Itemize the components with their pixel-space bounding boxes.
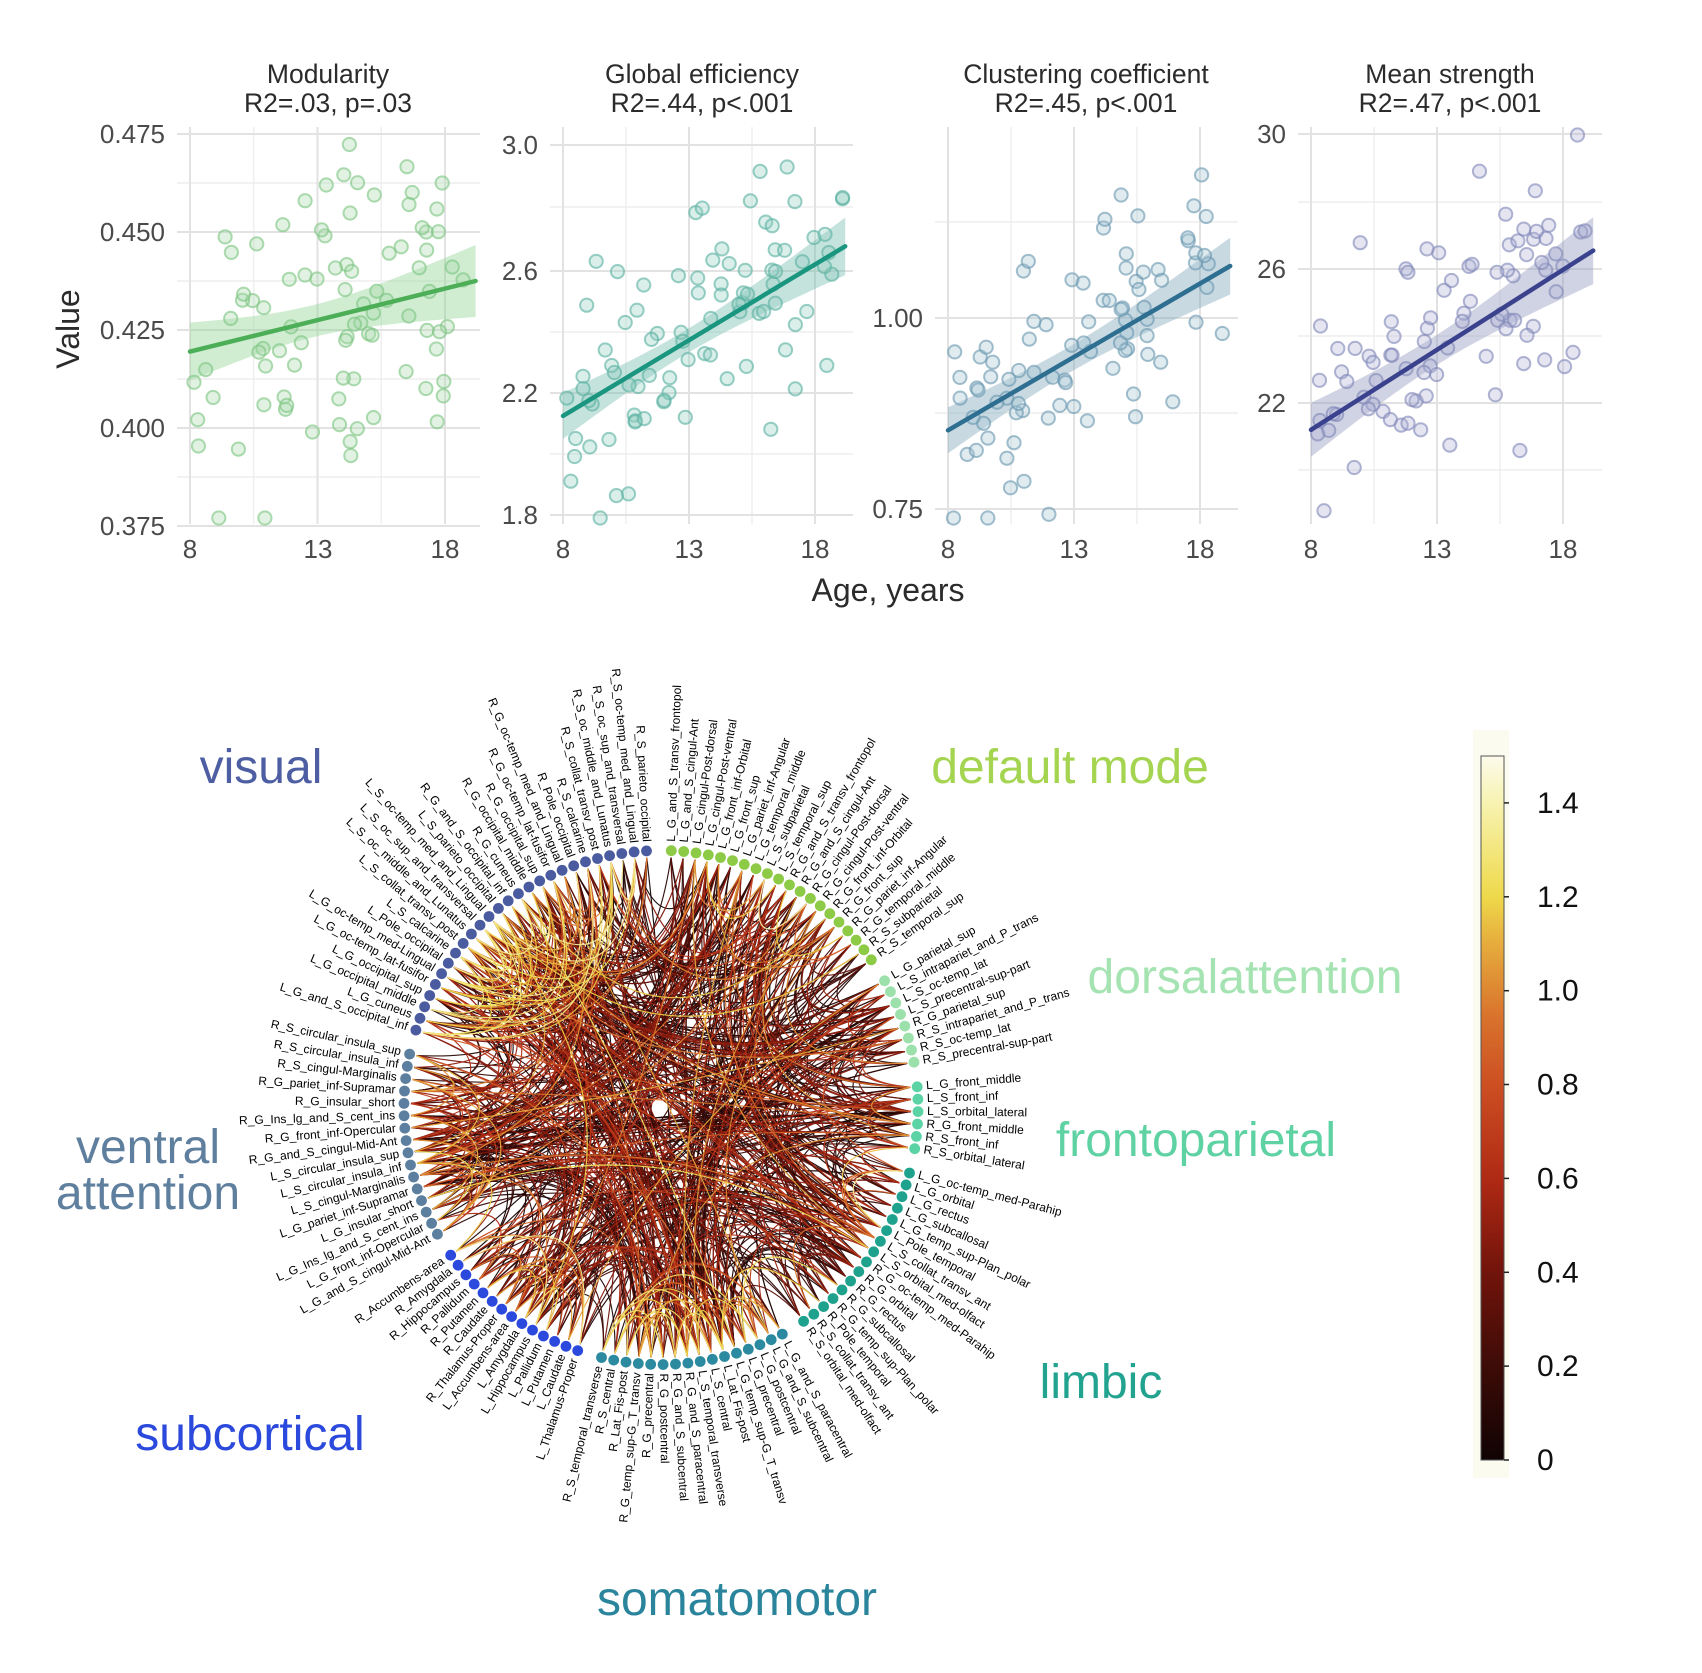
svg-text:13: 13 (1060, 534, 1089, 564)
svg-text:13: 13 (304, 534, 333, 564)
svg-text:dorsalattention: dorsalattention (1088, 951, 1403, 1004)
svg-text:0.450: 0.450 (100, 217, 165, 247)
svg-text:Modularity: Modularity (267, 59, 390, 89)
svg-text:R_S_parieto_occipital: R_S_parieto_occipital (633, 725, 653, 842)
svg-text:13: 13 (675, 534, 704, 564)
svg-text:R2=.03, p=.03: R2=.03, p=.03 (244, 88, 412, 118)
svg-text:8: 8 (183, 534, 197, 564)
svg-text:subcortical: subcortical (135, 1408, 364, 1461)
svg-text:R_G_precentral: R_G_precentral (639, 1373, 656, 1458)
svg-text:Global efficiency: Global efficiency (605, 59, 800, 89)
svg-text:L_G_and_S_transv_frontopol: L_G_and_S_transv_frontopol (664, 685, 684, 842)
svg-text:Value: Value (50, 289, 86, 368)
svg-text:ventral: ventral (76, 1121, 220, 1174)
svg-text:0.75: 0.75 (872, 494, 923, 524)
svg-text:0.400: 0.400 (100, 413, 165, 443)
svg-text:limbic: limbic (1040, 1356, 1163, 1409)
svg-text:1.00: 1.00 (872, 303, 923, 333)
svg-text:26: 26 (1257, 254, 1286, 284)
svg-text:0.425: 0.425 (100, 315, 165, 345)
svg-text:2.6: 2.6 (502, 256, 538, 286)
svg-text:visual: visual (200, 741, 323, 794)
svg-text:0.375: 0.375 (100, 511, 165, 541)
svg-text:18: 18 (1549, 534, 1578, 564)
svg-text:18: 18 (801, 534, 830, 564)
svg-text:18: 18 (431, 534, 460, 564)
svg-text:R_G_insular_short: R_G_insular_short (295, 1094, 396, 1110)
svg-text:0.475: 0.475 (100, 119, 165, 149)
svg-text:somatomotor: somatomotor (597, 1573, 877, 1626)
svg-text:L_S_front_inf: L_S_front_inf (927, 1089, 999, 1105)
svg-text:Mean strength: Mean strength (1365, 59, 1534, 89)
svg-text:8: 8 (941, 534, 955, 564)
svg-text:8: 8 (556, 534, 570, 564)
svg-text:R2=.45, p<.001: R2=.45, p<.001 (995, 88, 1178, 118)
svg-text:R_G_Ins_lg_and_S_cent_ins: R_G_Ins_lg_and_S_cent_ins (239, 1108, 396, 1127)
svg-text:1.0: 1.0 (1537, 975, 1579, 1008)
svg-text:R2=.47, p<.001: R2=.47, p<.001 (1359, 88, 1542, 118)
svg-text:0: 0 (1537, 1444, 1554, 1477)
svg-text:18: 18 (1186, 534, 1215, 564)
svg-text:0.4: 0.4 (1537, 1256, 1579, 1289)
svg-text:0.2: 0.2 (1537, 1350, 1579, 1383)
svg-text:3.0: 3.0 (502, 130, 538, 160)
svg-text:1.8: 1.8 (502, 500, 538, 530)
svg-text:attention: attention (56, 1167, 240, 1220)
svg-text:R2=.44, p<.001: R2=.44, p<.001 (611, 88, 794, 118)
svg-text:Age, years: Age, years (812, 572, 965, 608)
svg-text:22: 22 (1257, 388, 1286, 418)
svg-text:1.4: 1.4 (1537, 787, 1579, 820)
svg-text:2.2: 2.2 (502, 378, 538, 408)
svg-text:13: 13 (1423, 534, 1452, 564)
svg-text:frontoparietal: frontoparietal (1056, 1114, 1336, 1167)
svg-text:8: 8 (1304, 534, 1318, 564)
svg-text:Clustering coefficient: Clustering coefficient (963, 59, 1209, 89)
svg-text:R_G_postcentral: R_G_postcentral (657, 1373, 672, 1463)
svg-text:default mode: default mode (931, 741, 1209, 794)
svg-text:L_S_orbital_lateral: L_S_orbital_lateral (927, 1104, 1027, 1120)
svg-text:0.6: 0.6 (1537, 1162, 1579, 1195)
svg-text:30: 30 (1257, 119, 1286, 149)
svg-text:0.8: 0.8 (1537, 1069, 1579, 1102)
svg-text:R_G_front_middle: R_G_front_middle (926, 1117, 1024, 1137)
svg-text:1.2: 1.2 (1537, 881, 1579, 914)
